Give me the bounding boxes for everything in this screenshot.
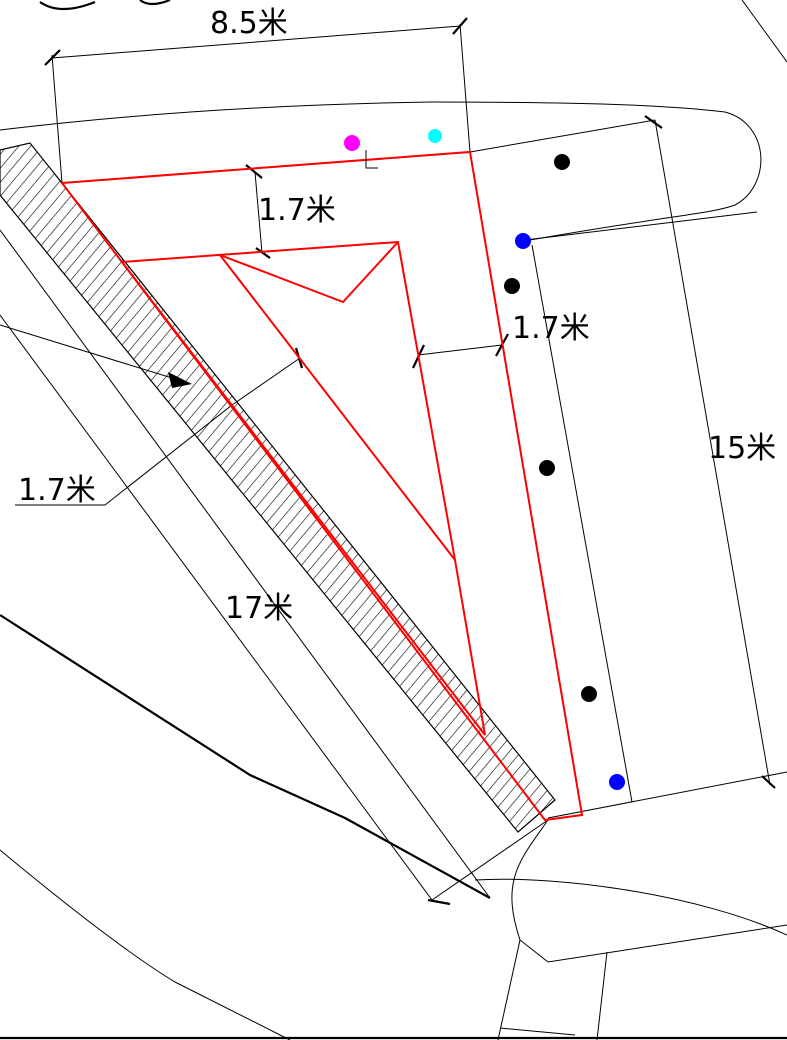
dim-17c-ext — [104, 404, 233, 506]
corner-line — [741, 0, 787, 63]
label-right-depth: 15米 — [708, 431, 776, 466]
dim-17a-tick-a — [245, 164, 263, 179]
dim-15-tick-a — [644, 115, 663, 129]
black-marker-3 — [539, 460, 555, 476]
dim-15-tick-b — [761, 775, 776, 789]
dim-17c-leader — [0, 324, 186, 383]
leader-arrow — [168, 372, 192, 388]
cyan-marker — [428, 129, 442, 143]
dim-85-tick-right — [452, 17, 468, 35]
hatched-wall — [0, 142, 556, 833]
bottom-line-b — [596, 951, 608, 1040]
red-ridge — [219, 241, 399, 304]
dim-17-end — [431, 819, 549, 901]
dim-85-line — [51, 25, 461, 59]
label-top-width: 8.5米 — [210, 6, 288, 41]
parcel-top — [469, 119, 656, 153]
bottom-line-a — [497, 939, 521, 1040]
thick-boundary — [0, 614, 491, 899]
red-inner-left — [219, 254, 456, 561]
road-outline — [0, 101, 762, 241]
label-inner-offset-top: 1.7米 — [258, 193, 336, 228]
marker-bracket — [365, 150, 378, 169]
blue-marker-1 — [515, 233, 531, 249]
dim-17c-line — [231, 357, 301, 406]
bottom-road — [474, 878, 787, 936]
diagonal-line-2 — [0, 314, 433, 901]
parcel-bottom — [547, 771, 787, 819]
diagonal-line-1 — [0, 229, 491, 899]
label-inner-offset-right: 1.7米 — [512, 311, 590, 346]
dim-17-tick — [427, 898, 451, 906]
parcel-right — [654, 119, 771, 786]
magenta-marker — [344, 135, 360, 151]
dim-17b-line — [417, 344, 503, 356]
parcel-inner — [531, 244, 633, 803]
black-marker-4 — [581, 686, 597, 702]
dim-85-ext-left — [51, 54, 63, 184]
parcel-inner-top — [524, 211, 758, 241]
label-inner-offset-left: 1.7米 — [18, 473, 96, 508]
black-marker-2 — [504, 278, 520, 294]
dim-17a-tick-b — [255, 247, 271, 259]
cropped-glyph — [39, 0, 171, 11]
dim-85-tick-left — [44, 49, 61, 66]
label-diagonal-length: 17米 — [225, 591, 293, 626]
bottom-line-c — [499, 1027, 576, 1036]
dim-85-ext-right — [459, 23, 471, 153]
dim-17a-line — [254, 171, 263, 254]
red-outer-boundary — [60, 150, 584, 822]
lower-curve — [0, 849, 291, 1040]
bottom-road-2 — [511, 819, 787, 963]
black-marker-1 — [554, 154, 570, 170]
blue-marker-2 — [609, 774, 625, 790]
